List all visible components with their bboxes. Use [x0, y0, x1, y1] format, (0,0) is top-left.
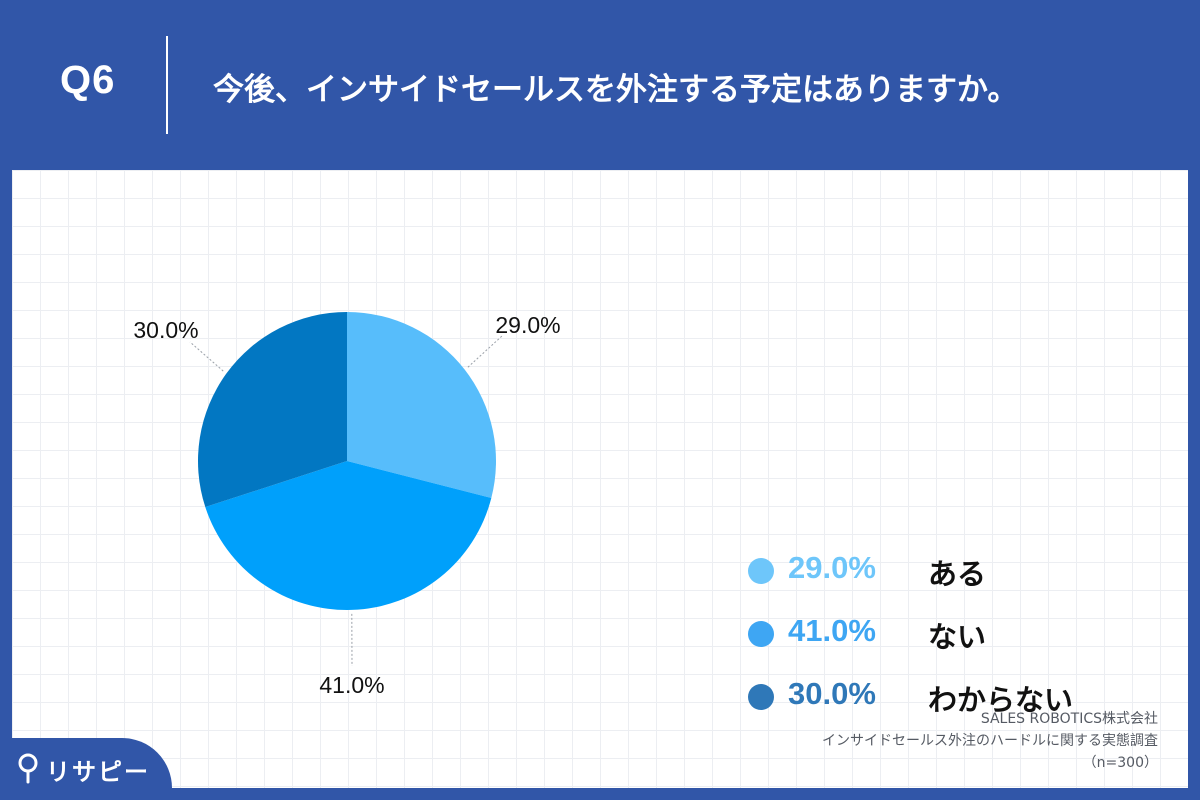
leader-line-wakaranai: [189, 341, 224, 372]
header: Q6 今後、インサイドセールスを外注する予定はありますか。: [0, 0, 1200, 170]
pin-icon: [18, 753, 38, 784]
pie-slice-nai: [205, 461, 492, 610]
legend-swatch-wakaranai: [748, 684, 774, 710]
pie-slice-aru: [347, 312, 496, 499]
brand-logo: リサピー: [0, 738, 172, 800]
legend-item-wakaranai: 30.0% わからない: [748, 676, 1148, 717]
source-company: SALES ROBOTICS株式会社: [980, 711, 1158, 727]
source-sample-size: （n=300）: [1082, 755, 1158, 771]
data-label-wakaranai: 30.0%: [133, 317, 198, 343]
legend-swatch-nai: [748, 621, 774, 647]
data-label-nai: 41.0%: [319, 672, 384, 698]
legend-label-wakaranai: わからない: [928, 683, 1074, 717]
legend-label-nai: ない: [928, 620, 987, 654]
legend-item-nai: 41.0% ない: [748, 613, 1148, 654]
chart-panel: 29.0% 41.0% 30.0% 29.0% ある 41.0% ない 30.0% …: [12, 170, 1188, 788]
source-note: SALES ROBOTICS株式会社 インサイドセールス外注のハードルに関する実…: [822, 708, 1158, 774]
legend-value-wakaranai: 30.0%: [788, 676, 876, 711]
brand-name: リサピー: [46, 758, 150, 786]
header-divider: [166, 36, 168, 134]
pie-slice-wakaranai: [198, 312, 347, 508]
legend-item-aru: 29.0% ある: [748, 550, 1148, 591]
pie-chart: 29.0% 41.0% 30.0%: [133, 312, 561, 698]
question-number: Q6: [60, 58, 116, 102]
legend-label-aru: ある: [928, 557, 987, 591]
question-title: 今後、インサイドセールスを外注する予定はありますか。: [213, 72, 1019, 108]
source-survey: インサイドセールス外注のハードルに関する実態調査: [822, 733, 1158, 749]
legend-value-nai: 41.0%: [788, 613, 876, 648]
legend-value-aru: 29.0%: [788, 550, 876, 585]
data-label-aru: 29.0%: [495, 312, 560, 338]
legend-swatch-aru: [748, 558, 774, 584]
leader-line-aru: [467, 335, 503, 368]
